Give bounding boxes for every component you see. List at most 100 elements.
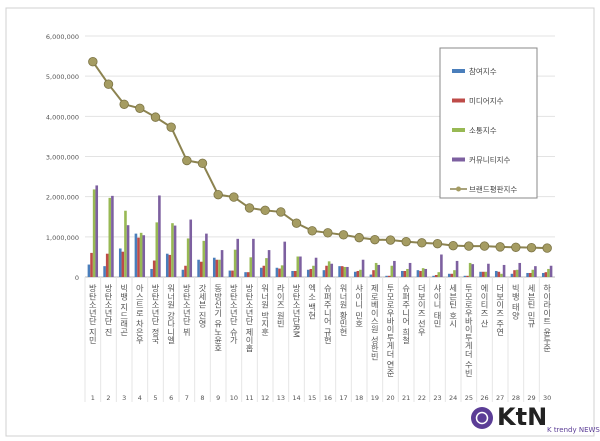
rank-label: 23 [433, 394, 441, 402]
bar-4 [95, 185, 99, 277]
bar-4 [487, 263, 490, 277]
bar-4 [377, 264, 381, 277]
bar-2 [497, 271, 501, 277]
bar-3 [155, 222, 159, 277]
bar-2 [544, 272, 548, 277]
ktn-logo: KtN K trendy NEWS [471, 403, 600, 434]
bar-2 [325, 265, 328, 277]
bar-1 [275, 267, 279, 277]
bar-1 [479, 271, 482, 277]
bar-2 [372, 270, 375, 277]
bar-1 [447, 273, 451, 277]
x-axis: 방탄소년단 지민 1 방탄소년단 진 2 빅뱅 지드래곤 3 아스트로 차은우 4 방탄소년단 … [84, 277, 552, 402]
bar-1 [385, 275, 388, 277]
bar-3 [186, 238, 190, 277]
bar-4 [299, 256, 302, 277]
bar-3 [453, 270, 456, 277]
brand-line [88, 57, 552, 253]
bar-3 [233, 249, 237, 277]
bar-4 [502, 264, 506, 277]
brand-point [417, 238, 427, 248]
bar-4 [142, 235, 146, 277]
category-label: 방탄소년단RM [292, 283, 302, 338]
bar-2 [513, 270, 516, 277]
bar-1 [526, 272, 529, 277]
brand-point [276, 207, 286, 217]
bar-3 [92, 189, 96, 277]
bar-2 [184, 265, 187, 277]
bar-4 [346, 266, 349, 277]
brand-point [495, 242, 505, 252]
category-label: 워너원 황민현 [339, 284, 349, 336]
rank-label: 30 [543, 394, 551, 402]
bar-4 [314, 257, 318, 277]
rank-label: 27 [496, 394, 504, 402]
bar-1 [369, 274, 373, 277]
bar-4 [408, 262, 412, 277]
category-label: 샤이니 민호 [354, 283, 364, 327]
bar-4 [126, 225, 130, 277]
brand-point [448, 240, 458, 251]
category-label: 투모로우바이투게더 수빈 [464, 284, 474, 377]
category-label: 세븐틴 호시 [448, 284, 458, 328]
bar-1 [212, 257, 216, 277]
rank-label: 25 [465, 394, 473, 402]
category-label: 에이티즈 산 [480, 284, 490, 328]
rank-label: 4 [138, 394, 142, 402]
brand-point [119, 99, 129, 109]
rank-label: 20 [386, 394, 394, 402]
y-tick-label: 0 [75, 274, 79, 282]
bar-4 [549, 265, 553, 277]
category-label: 동방신기 유노윤호 [213, 284, 223, 352]
category-label: 슈퍼주니어 희철 [401, 284, 411, 344]
bar-2 [137, 237, 140, 277]
bar-3 [343, 266, 347, 277]
bar-3 [171, 223, 174, 277]
y-tick-label: 4,000,000 [46, 113, 79, 121]
y-tick-label: 3,000,000 [46, 154, 79, 162]
rank-label: 8 [200, 394, 204, 402]
bar-2 [121, 251, 125, 277]
bar-1 [322, 270, 326, 277]
bar-4 [283, 241, 287, 277]
bar-4 [158, 195, 161, 277]
rank-label: 6 [169, 394, 173, 402]
bar-2 [168, 254, 172, 277]
bar-3 [327, 261, 331, 277]
bar-1 [306, 269, 310, 277]
bar-2 [528, 272, 532, 277]
bar-1 [134, 233, 138, 277]
ktn-tagline: K trendy NEWS [547, 426, 600, 434]
bar-3 [500, 273, 503, 277]
bar-3 [515, 269, 519, 277]
brand-point [182, 155, 192, 166]
bar-1 [87, 264, 91, 277]
rank-label: 3 [122, 394, 126, 402]
bar-2 [356, 270, 360, 277]
brand-point [291, 218, 302, 228]
bar-3 [139, 232, 143, 277]
rank-label: 1 [91, 394, 95, 402]
rank-label: 9 [216, 394, 220, 402]
bar-3 [218, 259, 221, 277]
category-label: 아스트로 차은우 [135, 283, 145, 345]
bar-1 [510, 273, 514, 277]
bar-4 [518, 262, 522, 277]
bar-3 [202, 240, 206, 277]
bar-3 [531, 269, 535, 277]
rank-label: 19 [371, 394, 379, 402]
category-label: 라이즈 원빈 [276, 284, 286, 328]
category-label: 방탄소년단 진 [104, 283, 114, 336]
bar-3 [249, 257, 253, 277]
bar-4 [440, 254, 443, 277]
bar-4 [205, 233, 208, 277]
brand-point [244, 203, 255, 213]
rank-label: 18 [355, 394, 363, 402]
bar-1 [541, 272, 545, 277]
bar-4 [252, 238, 255, 277]
bar-1 [181, 269, 185, 277]
bar-1 [494, 270, 498, 277]
bar-2 [403, 270, 407, 277]
